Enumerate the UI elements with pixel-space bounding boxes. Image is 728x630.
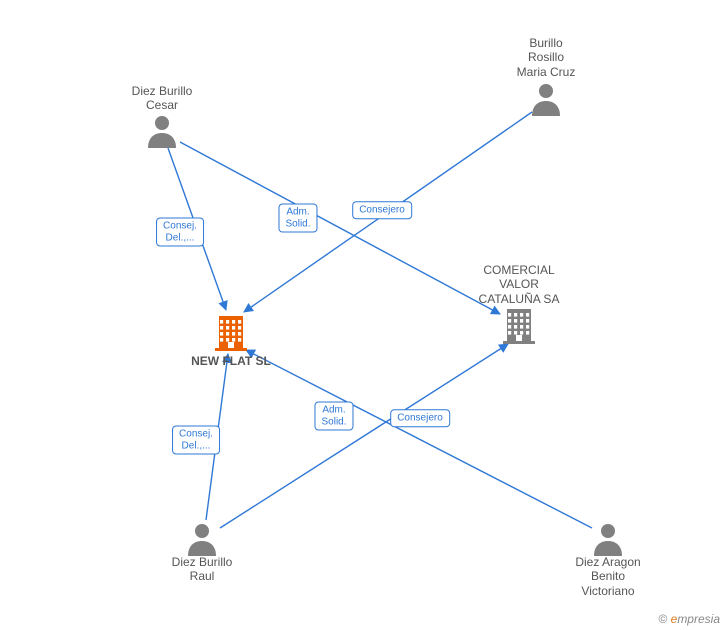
person-icon — [528, 80, 564, 116]
node-label-maria: Burillo Rosillo Maria Cruz — [466, 36, 626, 79]
edge-label: Consejero — [390, 409, 450, 427]
edge-line — [220, 344, 508, 528]
node-label-raul: Diez Burillo Raul — [122, 555, 282, 584]
node-label-newflat: NEW FLAT SL — [151, 354, 311, 368]
building-icon — [501, 305, 537, 345]
node-label-cesar: Diez Burillo Cesar — [82, 84, 242, 113]
footer-credit: © empresia — [658, 612, 720, 626]
node-label-comercial: COMERCIAL VALOR CATALUÑA SA — [439, 263, 599, 306]
edge-line — [246, 350, 592, 528]
copyright-symbol: © — [658, 612, 667, 626]
person-icon — [590, 520, 626, 556]
node-label-benito: Diez Aragon Benito Victoriano — [528, 555, 688, 598]
edge-label: Consej. Del.,... — [172, 426, 220, 455]
edge-label: Consejero — [352, 201, 412, 219]
brand-rest: mpresia — [677, 612, 720, 626]
person-icon — [144, 112, 180, 148]
person-icon — [184, 520, 220, 556]
edge-label: Adm. Solid. — [314, 402, 353, 431]
diagram-canvas: Diez Burillo Cesar Burillo Rosillo Maria… — [0, 0, 728, 630]
edge-label: Adm. Solid. — [278, 204, 317, 233]
edge-label: Consej. Del.,... — [156, 218, 204, 247]
building-icon — [213, 312, 249, 352]
